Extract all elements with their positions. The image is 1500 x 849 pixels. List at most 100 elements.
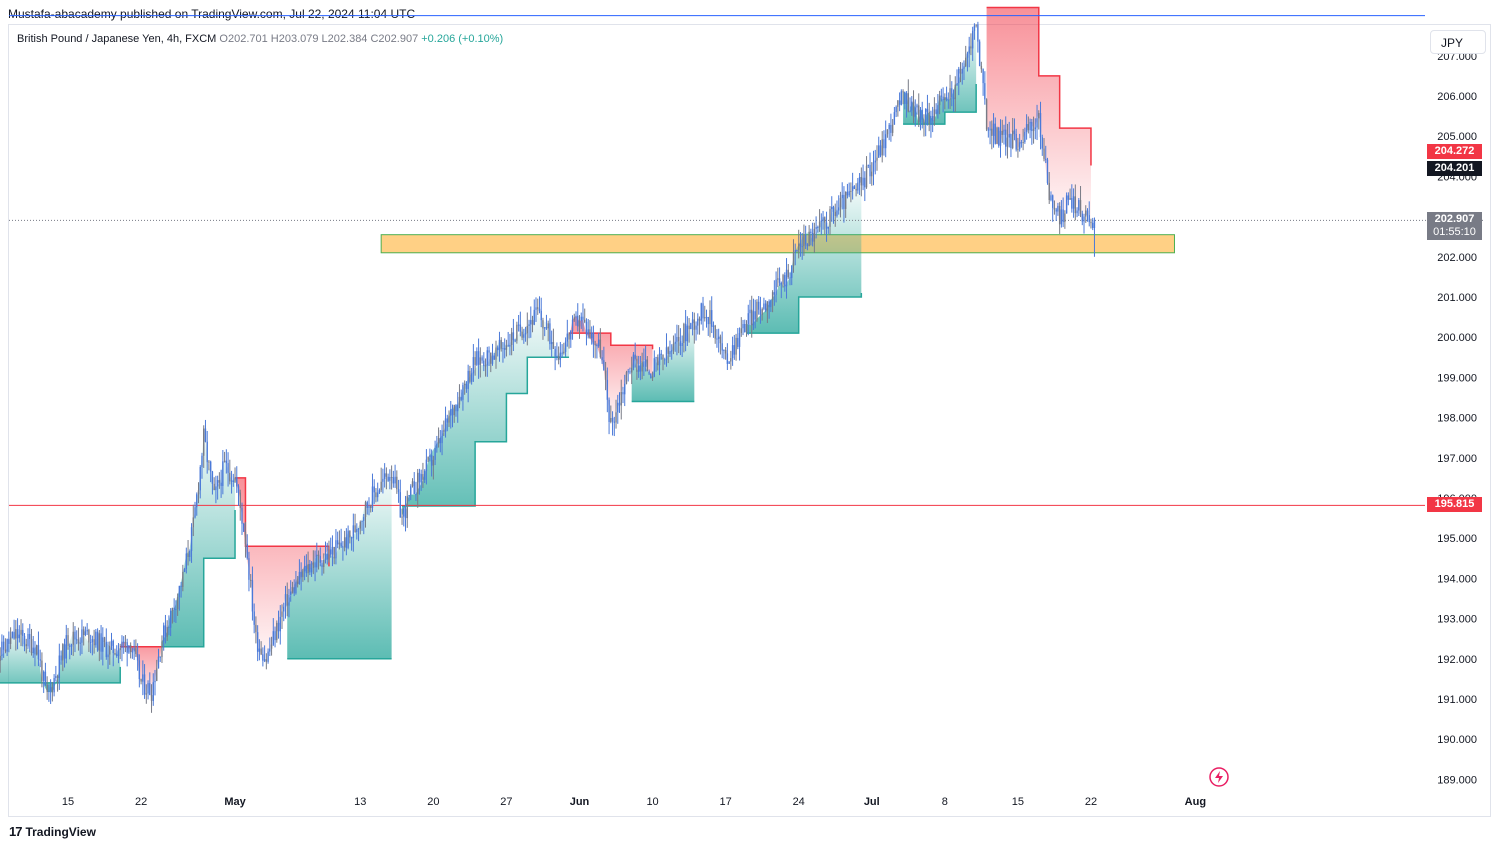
candle-body <box>742 323 744 329</box>
candle <box>766 301 769 324</box>
candle <box>512 318 515 352</box>
candle-body <box>303 566 306 572</box>
candle <box>965 45 967 68</box>
candle-body <box>417 472 419 495</box>
candle <box>34 641 36 667</box>
time-tick-label: 27 <box>500 796 512 808</box>
candle-body <box>577 315 579 327</box>
candle <box>164 614 167 644</box>
candle-body <box>1008 134 1010 138</box>
candle <box>761 307 763 321</box>
candle <box>787 264 789 279</box>
candle <box>601 350 603 364</box>
candle <box>700 302 702 325</box>
candle-body <box>940 95 943 97</box>
candle-body <box>937 105 939 114</box>
candle-body <box>401 516 403 518</box>
candle-body <box>556 356 558 358</box>
candle-body <box>220 482 222 486</box>
candle <box>824 216 826 235</box>
candle-body <box>872 162 875 172</box>
candle <box>255 616 257 644</box>
candle <box>491 343 494 366</box>
candle-body <box>370 506 372 508</box>
candle <box>119 643 121 660</box>
candle <box>683 322 685 353</box>
candle-body <box>766 301 769 311</box>
candle-body <box>1027 124 1030 131</box>
candle <box>664 357 666 365</box>
candle <box>69 643 71 660</box>
candle <box>30 628 33 656</box>
candle-body <box>248 558 250 580</box>
candle-body <box>312 562 315 568</box>
candle <box>310 561 313 577</box>
candle-body <box>4 649 7 652</box>
candle <box>359 520 361 535</box>
candle <box>923 114 925 137</box>
candle-body <box>168 626 170 628</box>
candle <box>138 654 141 688</box>
candle <box>263 645 266 663</box>
candle <box>791 265 793 286</box>
candle-body <box>704 317 706 319</box>
candle <box>1060 200 1063 228</box>
candle <box>27 628 29 649</box>
candle-body <box>246 543 248 559</box>
time-tick-label: May <box>224 796 246 808</box>
candle <box>430 449 433 477</box>
time-tick-label: 15 <box>62 796 74 808</box>
candle <box>672 335 675 355</box>
candle <box>406 490 408 528</box>
candle <box>566 319 569 347</box>
candle <box>544 327 546 337</box>
candle <box>392 470 395 488</box>
candle-body <box>109 645 111 655</box>
candle-body <box>611 417 614 422</box>
candle-body <box>643 361 645 367</box>
candle <box>323 553 325 574</box>
candle <box>1058 202 1061 234</box>
candle <box>411 478 414 488</box>
candle-body <box>455 405 457 412</box>
tradingview-logo[interactable]: 17 TradingView <box>9 824 96 839</box>
candle-body <box>326 553 328 560</box>
candle <box>152 673 154 706</box>
candle <box>604 361 607 391</box>
candle <box>93 629 95 654</box>
time-tick-label: 8 <box>942 796 948 808</box>
candle-body <box>657 357 659 366</box>
candle <box>914 99 916 127</box>
candle <box>1055 207 1057 222</box>
currency-button[interactable]: JPY <box>1430 30 1486 54</box>
candle <box>270 636 273 656</box>
chart-frame[interactable] <box>8 24 1491 817</box>
candle-body <box>357 528 360 530</box>
candle <box>926 94 929 126</box>
candle-body <box>559 352 562 360</box>
candle <box>1085 205 1087 223</box>
candle-body <box>549 323 551 345</box>
candle-body <box>390 477 393 479</box>
candle <box>978 39 981 67</box>
candle-body <box>884 134 887 149</box>
candle-body <box>382 478 384 482</box>
candle-body <box>178 585 181 598</box>
candle <box>590 326 593 345</box>
candle <box>777 267 779 288</box>
candle <box>911 96 913 116</box>
tradingview-logo-icon: 17 <box>9 824 23 839</box>
candle-body <box>918 105 920 123</box>
candle-body <box>1088 215 1090 223</box>
candle <box>853 185 856 190</box>
candle <box>439 430 442 453</box>
candle-body <box>434 448 436 460</box>
candle-body <box>46 684 48 692</box>
candle <box>898 92 901 112</box>
candle-body <box>773 292 776 295</box>
candle <box>303 555 306 581</box>
candle <box>107 641 109 669</box>
candle <box>9 627 12 650</box>
candle-body <box>907 93 909 112</box>
